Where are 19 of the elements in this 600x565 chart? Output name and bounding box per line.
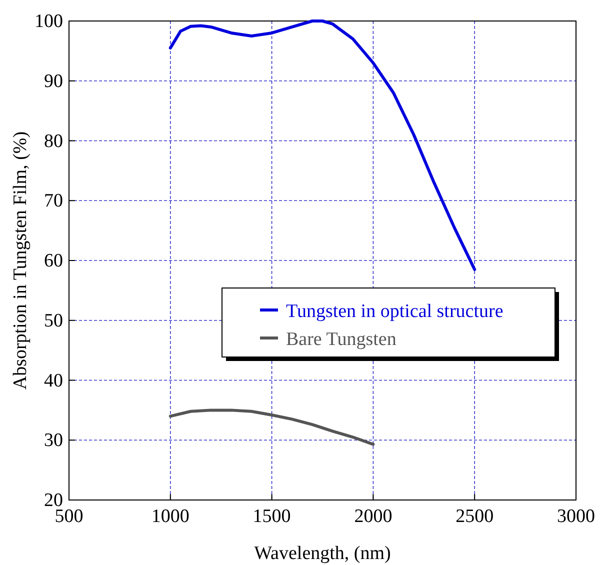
legend-label: Bare Tungsten (286, 329, 397, 350)
y-tick-label: 100 (34, 11, 63, 32)
line-series (168, 408, 375, 446)
line-series (168, 20, 476, 271)
x-tick-label: 1500 (252, 506, 291, 527)
y-axis-title: Absorption in Tungsten Film, (%) (10, 131, 31, 390)
legend-label: Tungsten in optical structure (286, 301, 504, 322)
x-tick-label: 2500 (456, 506, 494, 527)
x-axis-title: Wavelength, (nm) (254, 543, 391, 564)
x-tick-label: 3000 (557, 506, 595, 527)
x-tick-label: 1000 (151, 506, 190, 527)
y-tick-label: 90 (44, 70, 63, 92)
x-tick-label: 2000 (354, 506, 392, 527)
y-tick-label: 30 (44, 430, 63, 452)
y-tick-label: 60 (44, 250, 63, 272)
y-tick-label: 40 (44, 370, 63, 392)
y-tick-label: 50 (44, 310, 63, 332)
y-tick-label: 80 (44, 130, 63, 152)
y-tick-label: 70 (44, 190, 63, 212)
